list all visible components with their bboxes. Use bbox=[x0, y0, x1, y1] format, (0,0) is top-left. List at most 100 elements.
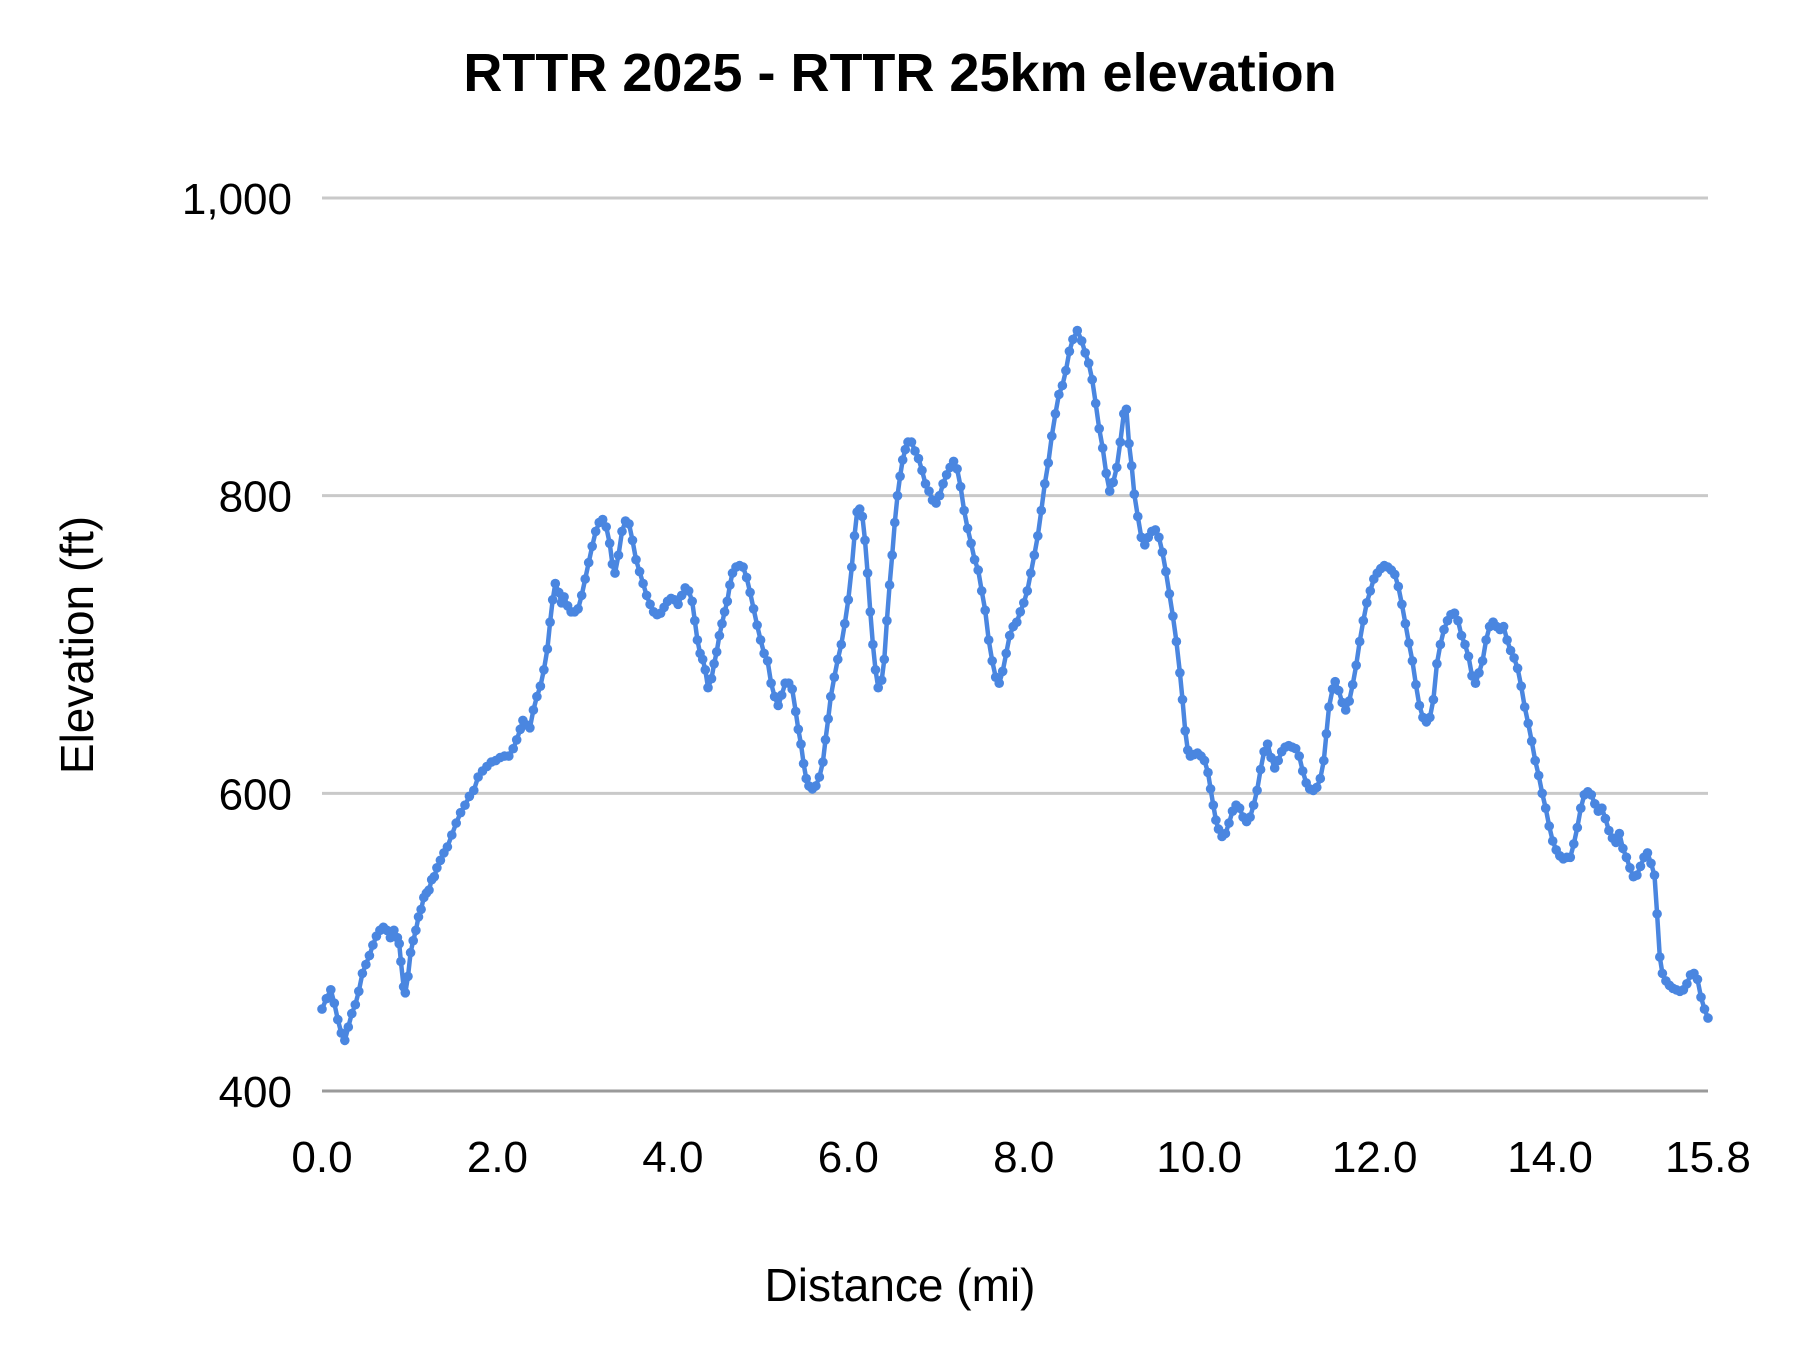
data-point bbox=[1390, 569, 1400, 580]
data-point bbox=[703, 682, 713, 693]
data-point bbox=[987, 656, 997, 666]
data-point bbox=[854, 504, 865, 514]
data-point bbox=[1140, 540, 1150, 550]
data-point bbox=[759, 648, 769, 659]
data-point bbox=[1097, 443, 1108, 453]
data-point bbox=[1474, 668, 1484, 678]
data-point bbox=[576, 590, 587, 601]
data-point bbox=[1224, 818, 1234, 828]
data-point bbox=[1703, 1013, 1713, 1023]
data-point bbox=[1150, 525, 1161, 535]
data-point bbox=[1319, 755, 1329, 766]
elevation-line bbox=[319, 328, 1711, 1043]
data-point bbox=[1180, 726, 1190, 736]
data-point bbox=[870, 665, 881, 675]
data-point bbox=[1072, 325, 1083, 336]
data-point bbox=[983, 635, 994, 645]
data-point bbox=[1004, 630, 1015, 641]
data-point bbox=[941, 470, 952, 480]
data-point bbox=[1094, 423, 1104, 434]
data-point bbox=[1259, 746, 1269, 757]
data-point bbox=[1234, 803, 1245, 813]
data-point bbox=[336, 1028, 347, 1038]
x-tick-label: 10.0 bbox=[1156, 1133, 1242, 1182]
data-point bbox=[580, 574, 590, 584]
data-point bbox=[1365, 586, 1376, 596]
data-point bbox=[511, 735, 522, 745]
data-point bbox=[962, 523, 973, 534]
data-point bbox=[1460, 639, 1470, 650]
data-point bbox=[1061, 365, 1071, 376]
data-point bbox=[1586, 790, 1597, 800]
data-point bbox=[413, 912, 424, 922]
data-point bbox=[690, 615, 700, 626]
data-point bbox=[350, 999, 361, 1010]
data-point bbox=[394, 938, 405, 949]
data-point bbox=[1076, 336, 1087, 346]
data-point bbox=[389, 925, 399, 936]
data-point bbox=[1516, 681, 1526, 691]
data-point bbox=[793, 724, 804, 735]
data-point bbox=[1026, 568, 1036, 578]
data-point bbox=[868, 639, 878, 650]
data-point bbox=[1029, 550, 1040, 560]
data-point bbox=[321, 993, 332, 1004]
data-point bbox=[973, 565, 983, 575]
data-point bbox=[1269, 763, 1280, 773]
data-point bbox=[1411, 679, 1421, 690]
data-point bbox=[1509, 653, 1519, 663]
data-point bbox=[1154, 532, 1164, 543]
y-tick-label: 600 bbox=[219, 770, 292, 819]
data-point bbox=[1523, 718, 1533, 729]
data-point bbox=[1199, 755, 1210, 766]
data-point bbox=[1590, 799, 1600, 809]
data-point bbox=[432, 863, 442, 873]
data-point bbox=[752, 620, 762, 630]
data-point bbox=[1203, 767, 1213, 778]
data-point bbox=[1519, 702, 1530, 712]
data-point bbox=[687, 596, 697, 607]
data-point bbox=[535, 681, 546, 691]
data-point bbox=[1611, 837, 1621, 848]
data-point bbox=[1682, 979, 1692, 989]
data-point bbox=[725, 580, 735, 590]
data-point bbox=[1649, 870, 1660, 880]
data-point bbox=[796, 739, 806, 749]
data-point bbox=[857, 511, 868, 522]
data-point bbox=[1512, 663, 1523, 674]
data-point bbox=[798, 758, 809, 769]
data-point bbox=[1101, 468, 1111, 479]
data-point bbox=[613, 550, 624, 560]
data-point bbox=[451, 818, 462, 828]
data-point bbox=[1428, 694, 1439, 705]
data-point bbox=[952, 464, 962, 474]
data-point bbox=[1248, 800, 1259, 810]
data-point bbox=[1358, 615, 1369, 626]
data-point bbox=[1213, 824, 1224, 834]
data-point bbox=[1699, 1004, 1710, 1014]
data-point bbox=[1414, 700, 1425, 711]
data-point bbox=[1108, 477, 1118, 488]
data-point bbox=[906, 437, 917, 447]
data-point bbox=[1136, 532, 1147, 543]
data-point bbox=[1362, 598, 1372, 608]
data-point bbox=[1646, 858, 1656, 869]
data-point bbox=[317, 1004, 327, 1014]
x-axis-title: Distance (mi) bbox=[764, 1259, 1036, 1311]
data-point bbox=[442, 842, 453, 852]
data-point bbox=[354, 986, 364, 997]
data-point bbox=[706, 673, 717, 684]
data-point bbox=[357, 968, 368, 979]
data-point bbox=[542, 644, 553, 654]
data-point bbox=[1344, 696, 1354, 706]
data-point bbox=[873, 682, 883, 693]
chart-title: RTTR 2025 - RTTR 25km elevation bbox=[463, 43, 1337, 103]
data-point bbox=[997, 666, 1008, 677]
data-point bbox=[890, 517, 900, 528]
data-point bbox=[1315, 773, 1326, 784]
y-tick-label: 1,000 bbox=[182, 175, 292, 224]
data-point bbox=[913, 453, 924, 464]
data-point bbox=[1255, 764, 1266, 775]
data-point bbox=[1043, 458, 1054, 468]
y-tick-label: 400 bbox=[219, 1068, 292, 1117]
